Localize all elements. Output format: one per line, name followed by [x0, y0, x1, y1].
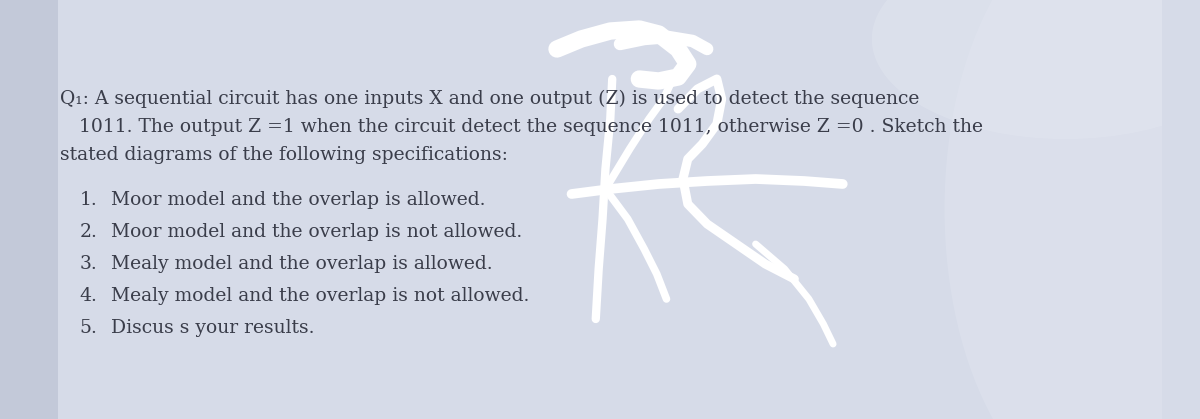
Text: stated diagrams of the following specifications:: stated diagrams of the following specifi…	[60, 146, 508, 164]
Text: Moor model and the overlap is not allowed.: Moor model and the overlap is not allowe…	[112, 223, 523, 241]
Text: Mealy model and the overlap is allowed.: Mealy model and the overlap is allowed.	[112, 255, 493, 273]
Text: Moor model and the overlap is allowed.: Moor model and the overlap is allowed.	[112, 191, 486, 209]
Ellipse shape	[944, 0, 1200, 419]
Text: 3.: 3.	[79, 255, 97, 273]
Text: Mealy model and the overlap is not allowed.: Mealy model and the overlap is not allow…	[112, 287, 529, 305]
Text: 1011. The output Z =1 when the circuit detect the sequence 1011, otherwise Z =0 : 1011. The output Z =1 when the circuit d…	[79, 118, 984, 136]
Text: 2.: 2.	[79, 223, 97, 241]
Ellipse shape	[872, 0, 1200, 139]
Bar	[0, 0, 58, 419]
Text: Q₁: A sequential circuit has one inputs X and one output (Z) is used to detect t: Q₁: A sequential circuit has one inputs …	[60, 90, 919, 108]
Text: 1.: 1.	[79, 191, 97, 209]
Text: 4.: 4.	[79, 287, 97, 305]
Text: Discus s your results.: Discus s your results.	[112, 319, 314, 337]
Text: 5.: 5.	[79, 319, 97, 337]
